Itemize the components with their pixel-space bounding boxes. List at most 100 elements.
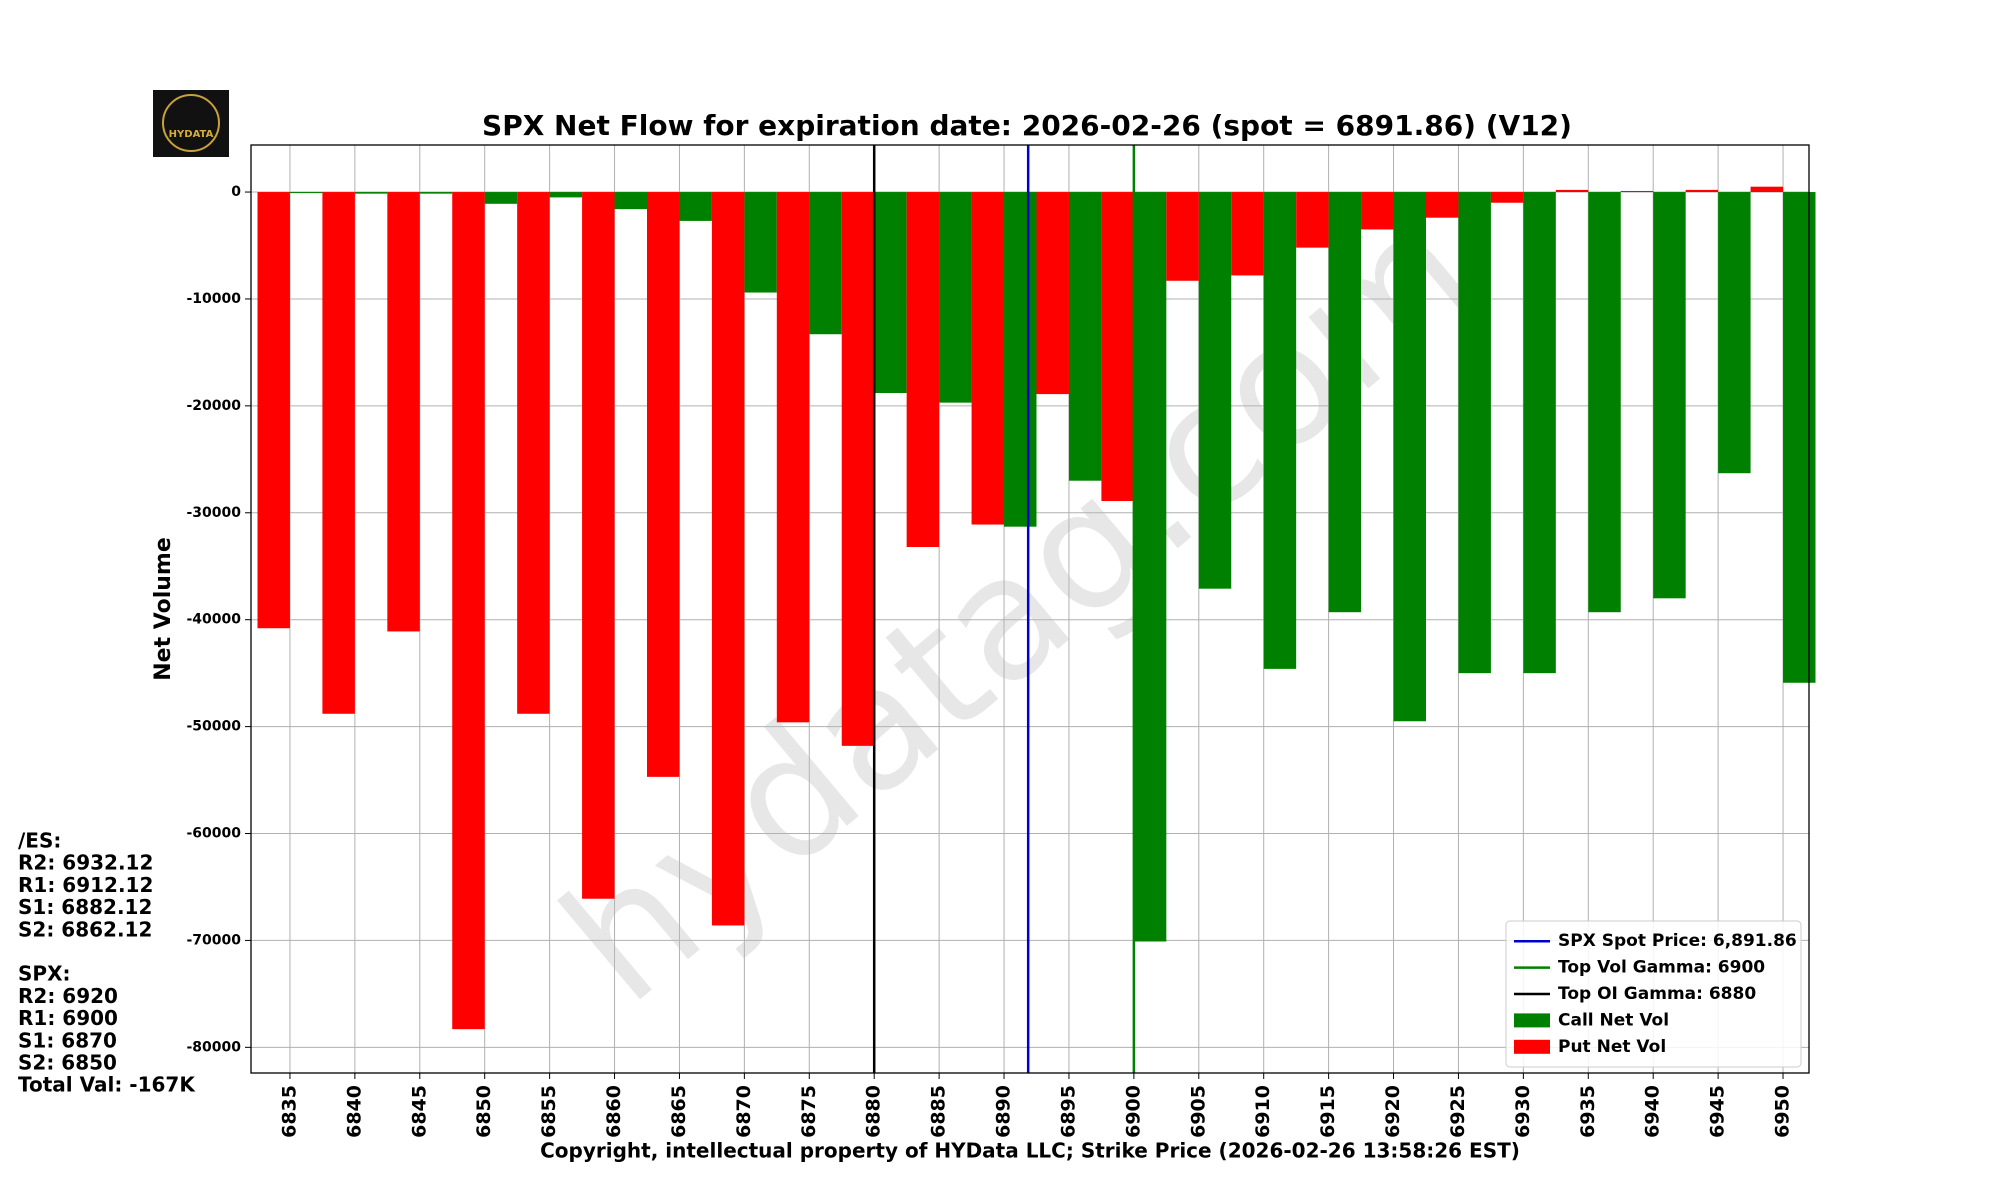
plot-frame	[250, 144, 1810, 1074]
x-tick-label: 6850	[473, 1085, 495, 1138]
y-tick-label: -70000	[186, 932, 241, 948]
bar	[452, 192, 485, 1030]
y-tick-label: -60000	[186, 826, 241, 842]
legend-swatch	[1514, 1039, 1550, 1054]
bar	[1004, 192, 1037, 527]
x-tick-label: 6950	[1772, 1085, 1794, 1138]
bar	[776, 192, 810, 723]
x-tick-label: 6885	[928, 1085, 950, 1138]
bar	[711, 192, 745, 926]
y-tick-label: -10000	[186, 291, 241, 307]
bar	[841, 192, 875, 746]
x-tick-label: 6910	[1252, 1085, 1274, 1138]
bar	[1458, 192, 1491, 674]
bar	[1685, 189, 1719, 193]
legend-label: Put Net Vol	[1558, 1037, 1666, 1057]
x-tick-label: 6915	[1317, 1085, 1339, 1138]
x-tick-label: 6855	[538, 1085, 560, 1138]
side-note: S1: 6870	[18, 1028, 117, 1052]
bar	[1198, 192, 1232, 589]
legend-label: SPX Spot Price: 6,891.86	[1558, 931, 1797, 951]
bar	[582, 192, 615, 899]
y-tick-label: -30000	[186, 505, 241, 521]
x-tick-label: 6835	[278, 1085, 300, 1138]
chart-title: SPX Net Flow for expiration date: 2026-0…	[482, 109, 1572, 142]
y-tick-label: 0	[231, 184, 241, 200]
x-tick-label: 6920	[1382, 1085, 1404, 1138]
bar	[1750, 186, 1784, 193]
logo-text: HYDATA	[169, 129, 214, 140]
bar	[679, 192, 712, 221]
bar	[1555, 189, 1589, 193]
bar	[1296, 192, 1329, 248]
side-note: R2: 6920	[18, 984, 118, 1008]
x-tick-label: 6840	[343, 1085, 365, 1138]
bar	[1588, 192, 1621, 613]
y-axis-label: Net Volume	[151, 537, 176, 681]
x-tick-label: 6905	[1187, 1085, 1209, 1138]
side-note: S1: 6882.12	[18, 895, 152, 919]
x-tick-label: 6870	[733, 1085, 755, 1138]
legend-label: Top OI Gamma: 6880	[1558, 984, 1756, 1004]
bar	[1036, 192, 1069, 395]
bar	[939, 192, 972, 403]
bar	[646, 192, 680, 777]
x-tick-label: 6890	[993, 1085, 1015, 1138]
legend-label: Call Net Vol	[1558, 1010, 1669, 1030]
side-note: /ES:	[18, 829, 61, 853]
bar	[809, 192, 842, 335]
logo	[153, 90, 229, 157]
bar	[484, 192, 518, 204]
bar	[1263, 192, 1297, 669]
bar	[257, 192, 290, 629]
x-tick-label: 6845	[408, 1085, 430, 1138]
bar	[1783, 192, 1816, 683]
x-tick-label: 6865	[668, 1085, 690, 1138]
y-tick-label: -80000	[186, 1039, 241, 1055]
y-tick-label: -40000	[186, 612, 241, 628]
x-tick-label: 6935	[1577, 1085, 1599, 1138]
bar	[1133, 192, 1167, 942]
bar	[419, 192, 453, 194]
legend-label: Top Vol Gamma: 6900	[1558, 958, 1765, 978]
y-tick-label: -20000	[186, 398, 241, 414]
bar	[1361, 192, 1394, 230]
x-tick-label: 6945	[1707, 1085, 1729, 1138]
bar	[1523, 192, 1556, 674]
side-note: S2: 6850	[18, 1051, 117, 1075]
x-tick-label: 6860	[603, 1085, 625, 1138]
bar	[971, 192, 1005, 525]
x-tick-label: 6880	[863, 1085, 885, 1138]
x-tick-label: 6875	[798, 1085, 820, 1138]
bar	[1653, 192, 1686, 599]
side-note: SPX:	[18, 962, 70, 986]
legend-swatch	[1514, 1013, 1550, 1028]
side-note: R1: 6900	[18, 1006, 118, 1030]
bar	[517, 192, 550, 714]
bar	[1393, 192, 1426, 722]
bar	[1231, 192, 1264, 276]
bar	[1718, 192, 1751, 474]
bar	[874, 192, 907, 394]
bar	[1490, 192, 1524, 203]
bar	[387, 192, 420, 632]
x-tick-label: 6925	[1447, 1085, 1469, 1138]
side-note: S2: 6862.12	[18, 917, 152, 941]
x-tick-label: 6900	[1122, 1085, 1144, 1138]
side-note: Total Val: -167K	[18, 1073, 196, 1097]
bar	[614, 192, 647, 210]
x-tick-label: 6895	[1057, 1085, 1079, 1138]
bar	[1425, 192, 1459, 218]
logo-ring	[162, 94, 220, 152]
bar	[1068, 192, 1102, 481]
bar	[289, 192, 323, 194]
legend	[1505, 920, 1802, 1068]
y-tick-label: -50000	[186, 719, 241, 735]
side-note: R1: 6912.12	[18, 873, 153, 897]
bar	[1620, 190, 1654, 193]
bar	[322, 192, 355, 714]
bar	[1166, 192, 1199, 281]
x-axis-label: Copyright, intellectual property of HYDa…	[540, 1139, 1520, 1163]
bar	[354, 192, 388, 194]
